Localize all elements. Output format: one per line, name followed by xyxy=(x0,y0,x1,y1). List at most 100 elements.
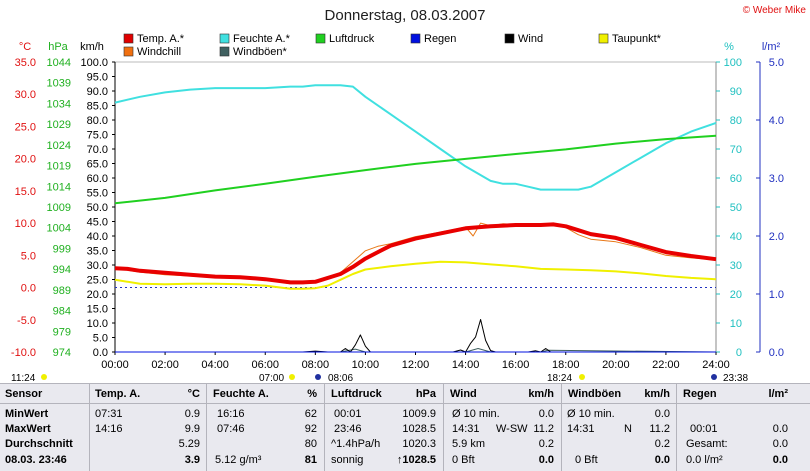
gust-current-value: 0.0 xyxy=(654,454,670,466)
header-temp: Temp. A. xyxy=(95,388,141,400)
below-axis-marker-3 xyxy=(579,374,585,380)
temp-tick-label: 15.0 xyxy=(15,186,36,198)
wind-average-value: 0.2 xyxy=(538,438,554,450)
wind-tick-label: 30.0 xyxy=(87,260,108,272)
pressure-tick-label: 1039 xyxy=(47,78,71,90)
legend-swatch-0 xyxy=(123,33,134,44)
rain-total-label: Gesamt: xyxy=(686,438,728,450)
header-pressure-unit: hPa xyxy=(415,388,436,400)
below-axis-label-3: 18:24 xyxy=(547,373,572,383)
legend-label-5: Taupunkt* xyxy=(612,33,662,45)
header-sensor: Sensor xyxy=(5,388,43,400)
series-line-wind xyxy=(115,319,716,353)
legend-label-2: Luftdruck xyxy=(329,33,375,45)
series-line-tempa xyxy=(114,222,717,285)
wind-min-label: Ø 10 min. xyxy=(452,408,500,420)
wind-tick-label: 5.0 xyxy=(93,333,108,345)
legend: Temp. A.* Feuchte A.* Luftdruck Regen Wind Ta… xyxy=(123,33,662,58)
panel-divider-6 xyxy=(676,383,677,471)
series-group xyxy=(114,84,717,353)
humidity-tick-label: 20 xyxy=(730,289,742,301)
gust-min-label: Ø 10 min. xyxy=(567,408,615,420)
panel-divider-4 xyxy=(443,383,444,471)
legend-label-3: Regen xyxy=(424,33,456,45)
series-line-feuchtea xyxy=(114,84,717,191)
max-row-label: MaxWert xyxy=(5,423,51,435)
rain-max-value: 0.0 xyxy=(772,423,788,435)
temp-current-value: 3.9 xyxy=(184,454,200,466)
rain-total-value: 0.0 xyxy=(772,438,788,450)
pressure-trend: ^1.4hPa/h xyxy=(331,438,381,450)
wind-tick-label: 0.0 xyxy=(93,347,108,359)
rain-tick-label: 1.0 xyxy=(769,289,784,301)
humidity-tick-label: 30 xyxy=(730,260,742,272)
panel-divider-3 xyxy=(324,383,325,471)
wind-min-value: 0.0 xyxy=(538,408,554,420)
header-rain-unit: l/m² xyxy=(768,388,788,400)
pressure-tick-label: 979 xyxy=(53,326,71,338)
rain-tick-label: 3.0 xyxy=(769,173,784,185)
x-tick-label: 18:00 xyxy=(552,359,580,371)
below-axis-label-4: 23:38 xyxy=(723,373,748,383)
below-axis-label-2: 08:06 xyxy=(328,373,353,383)
pressure-tick-label: 984 xyxy=(53,306,71,318)
gust-average-value: 0.2 xyxy=(654,438,670,450)
rain-tick-label: 0.0 xyxy=(769,347,784,359)
wind-tick-label: 50.0 xyxy=(87,202,108,214)
legend-label-6: Windchill xyxy=(137,46,181,58)
pressure-max-time: 23:46 xyxy=(334,423,362,435)
pressure-current-value: ↑1028.5 xyxy=(396,454,436,466)
temp-tick-label: 35.0 xyxy=(15,57,36,69)
header-temp-unit: °C xyxy=(187,388,200,400)
temp-tick-label: 20.0 xyxy=(15,154,36,166)
wind-tick-label: 15.0 xyxy=(87,304,108,316)
series-line-taupunkt xyxy=(114,260,717,290)
humidity-min-value: 62 xyxy=(304,408,317,420)
below-axis-marker-0 xyxy=(41,374,47,380)
humidity-current-value: 81 xyxy=(304,454,317,466)
legend-swatch-4 xyxy=(504,33,515,44)
average-row-label: Durchschnitt xyxy=(5,438,73,450)
x-tick-label: 00:00 xyxy=(101,359,129,371)
humidity-tick-label: 50 xyxy=(730,202,742,214)
legend-swatch-5 xyxy=(598,33,609,44)
rain-tick-label: 5.0 xyxy=(769,57,784,69)
panel-divider-top xyxy=(0,383,810,384)
header-humidity: Feuchte A. xyxy=(213,388,269,400)
pressure-tick-label: 999 xyxy=(53,243,71,255)
min-row-label: MinWert xyxy=(5,408,49,420)
below-axis-label-1: 07:00 xyxy=(259,373,284,383)
humidity-tick-label: 80 xyxy=(730,115,742,127)
pressure-tick-label: 1029 xyxy=(47,119,71,131)
legend-swatch-2 xyxy=(315,33,326,44)
wind-max-time: 14:31 xyxy=(452,423,480,435)
humidity-absolute: 5.12 g/m³ xyxy=(215,454,262,466)
humidity-tick-label: 100 xyxy=(724,57,742,69)
wind-tick-label: 35.0 xyxy=(87,246,108,258)
wind-tick-label: 100.0 xyxy=(80,57,108,69)
humidity-axis-unit: % xyxy=(724,41,734,53)
temp-max-value: 9.9 xyxy=(184,423,200,435)
legend-label-1: Feuchte A.* xyxy=(233,33,291,45)
x-tick-label: 22:00 xyxy=(652,359,680,371)
chart-title: Donnerstag, 08.03.2007 xyxy=(325,7,486,24)
chart-background xyxy=(0,0,810,383)
header-pressure: Luftdruck xyxy=(331,388,382,400)
temp-tick-label: 30.0 xyxy=(15,89,36,101)
pressure-axis-unit: hPa xyxy=(48,41,68,53)
humidity-average-value: 80 xyxy=(304,438,317,450)
wind-tick-label: 25.0 xyxy=(87,275,108,287)
panel-divider-5 xyxy=(561,383,562,471)
legend-label-0: Temp. A.* xyxy=(137,33,185,45)
gust-max-value: 11.2 xyxy=(649,423,670,435)
pressure-min-value: 1009.9 xyxy=(402,408,436,420)
axes: °C 35.0 30.0 25.0 20.0 15.0 10.0 5.0 0.0 -5.0 -10.… xyxy=(11,41,784,371)
legend-swatch-7 xyxy=(219,46,230,57)
wind-tick-label: 10.0 xyxy=(87,318,108,330)
pressure-min-time: 00:01 xyxy=(334,408,362,420)
wind-tick-label: 20.0 xyxy=(87,289,108,301)
pressure-tick-label: 1009 xyxy=(47,202,71,214)
gust-max-direction: N xyxy=(624,423,632,435)
pressure-average-value: 1020.3 xyxy=(402,438,436,450)
header-wind-unit: km/h xyxy=(528,388,554,400)
